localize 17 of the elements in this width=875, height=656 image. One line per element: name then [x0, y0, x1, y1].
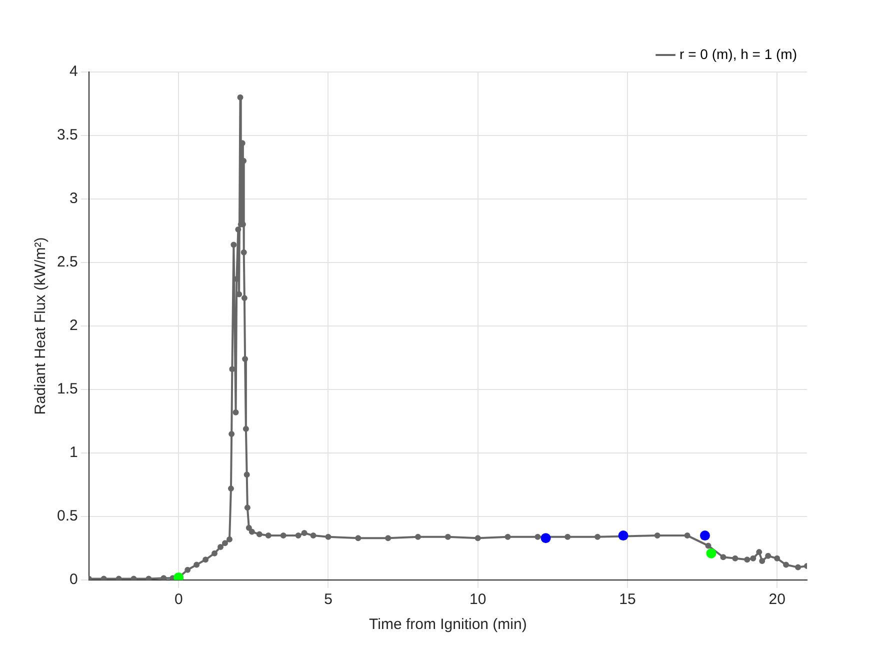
- x-tick-label: 5: [324, 591, 332, 608]
- y-tick-label: 0: [70, 571, 78, 588]
- x-tick-label: 10: [470, 591, 486, 608]
- legend-label: r = 0 (m), h = 1 (m): [680, 46, 798, 62]
- y-tick-label: 3.5: [56, 126, 78, 144]
- y-tick-label: 1: [70, 444, 78, 462]
- x-tick-label: 0: [174, 591, 183, 608]
- y-tick-label: 2: [70, 317, 78, 334]
- y-tick-label: 2.5: [56, 254, 78, 271]
- x-axis-title: Time from Ignition (min): [369, 616, 527, 634]
- y-tick-label: 3: [70, 190, 78, 208]
- x-tick-label: 20: [768, 591, 786, 608]
- y-tick-label: 0.5: [56, 508, 78, 525]
- x-tick-label: 15: [619, 591, 636, 608]
- y-axis-title: Radiant Heat Flux (kW/m²): [32, 237, 50, 415]
- y-tick-label: 4: [70, 63, 78, 80]
- y-tick-label: 1.5: [56, 380, 78, 398]
